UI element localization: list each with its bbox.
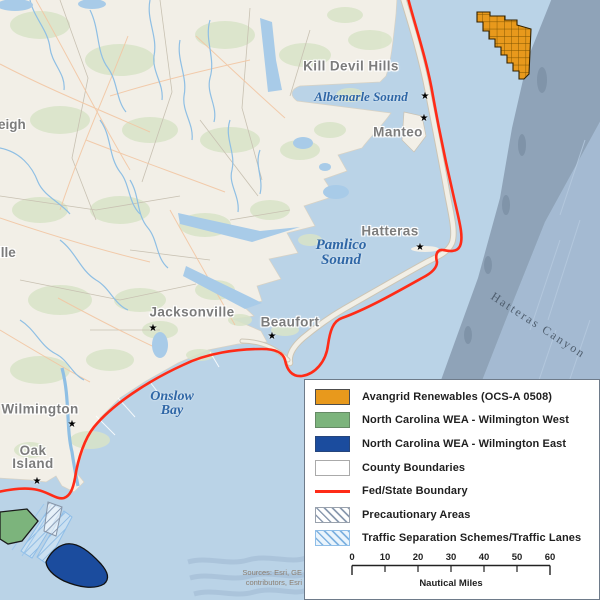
scale-bar-unit: Nautical Miles	[419, 578, 483, 590]
scale-bar-ruler	[351, 564, 551, 576]
estuaries	[0, 0, 349, 358]
water-label-pamlico-sound: Pamlico Sound	[315, 237, 367, 268]
legend-panel: Avangrid Renewables (OCS-A 0508) North C…	[304, 379, 600, 600]
legend-item-county-boundaries: County Boundaries	[315, 456, 591, 480]
city-label-manteo: Manteo	[373, 124, 423, 140]
legend-item-avangrid: Avangrid Renewables (OCS-A 0508)	[315, 385, 591, 409]
avangrid-swatch	[315, 388, 350, 405]
traffic-separation-swatch	[315, 530, 350, 547]
city-label-kill-devil-hills: Kill Devil Hills	[303, 58, 399, 74]
city-star-icon: ★	[148, 323, 158, 334]
city-label-partial-ville: ille	[0, 245, 16, 260]
legend-item-precautionary-areas: Precautionary Areas	[315, 503, 591, 527]
wea-wilmington-west	[0, 508, 39, 545]
legend-item-traffic-separation: Traffic Separation Schemes/Traffic Lanes	[315, 527, 591, 551]
precautionary-areas-swatch	[315, 506, 350, 523]
vegetation	[10, 7, 392, 458]
county-boundaries-swatch	[315, 459, 350, 476]
city-star-icon: ★	[67, 419, 77, 430]
avangrid-lease-area	[476, 11, 532, 80]
wea-west-swatch	[315, 412, 350, 429]
rivers	[0, 0, 262, 487]
map-attribution: Sources: Esri, GE contributors, Esri	[242, 568, 302, 587]
water-label-onslow-bay: Onslow Bay	[150, 389, 194, 418]
city-star-icon: ★	[419, 113, 429, 124]
wea-east-swatch	[315, 435, 350, 452]
county-lines-land	[0, 0, 311, 331]
legend-item-wea-east: North Carolina WEA - Wilmington East	[315, 432, 591, 456]
legend-item-wea-west: North Carolina WEA - Wilmington West	[315, 409, 591, 433]
city-label-beaufort: Beaufort	[260, 314, 320, 330]
city-label-partial-raleigh: eigh	[0, 117, 26, 132]
city-star-icon: ★	[267, 331, 277, 342]
city-label-jacksonville: Jacksonville	[149, 304, 235, 320]
scale-bar: 0 10 20 30 40 50 60 Nautical Miles	[315, 551, 591, 593]
wea-wilmington-east	[45, 543, 109, 588]
water-label-albemarle-sound: Albemarle Sound	[314, 89, 408, 104]
fed-state-boundary-swatch	[315, 483, 350, 499]
city-star-icon: ★	[420, 91, 430, 102]
city-label-wilmington: Wilmington	[1, 401, 79, 417]
city-label-hatteras: Hatteras	[361, 223, 419, 239]
precautionary-area	[43, 501, 63, 537]
city-star-icon: ★	[415, 242, 425, 253]
city-star-icon: ★	[32, 476, 42, 487]
deep-water-waves	[187, 555, 308, 597]
legend-item-fed-state-boundary: Fed/State Boundary	[315, 479, 591, 503]
city-label-oak-island: Oak Island	[12, 443, 54, 471]
fed-state-boundary-line	[0, 0, 463, 500]
